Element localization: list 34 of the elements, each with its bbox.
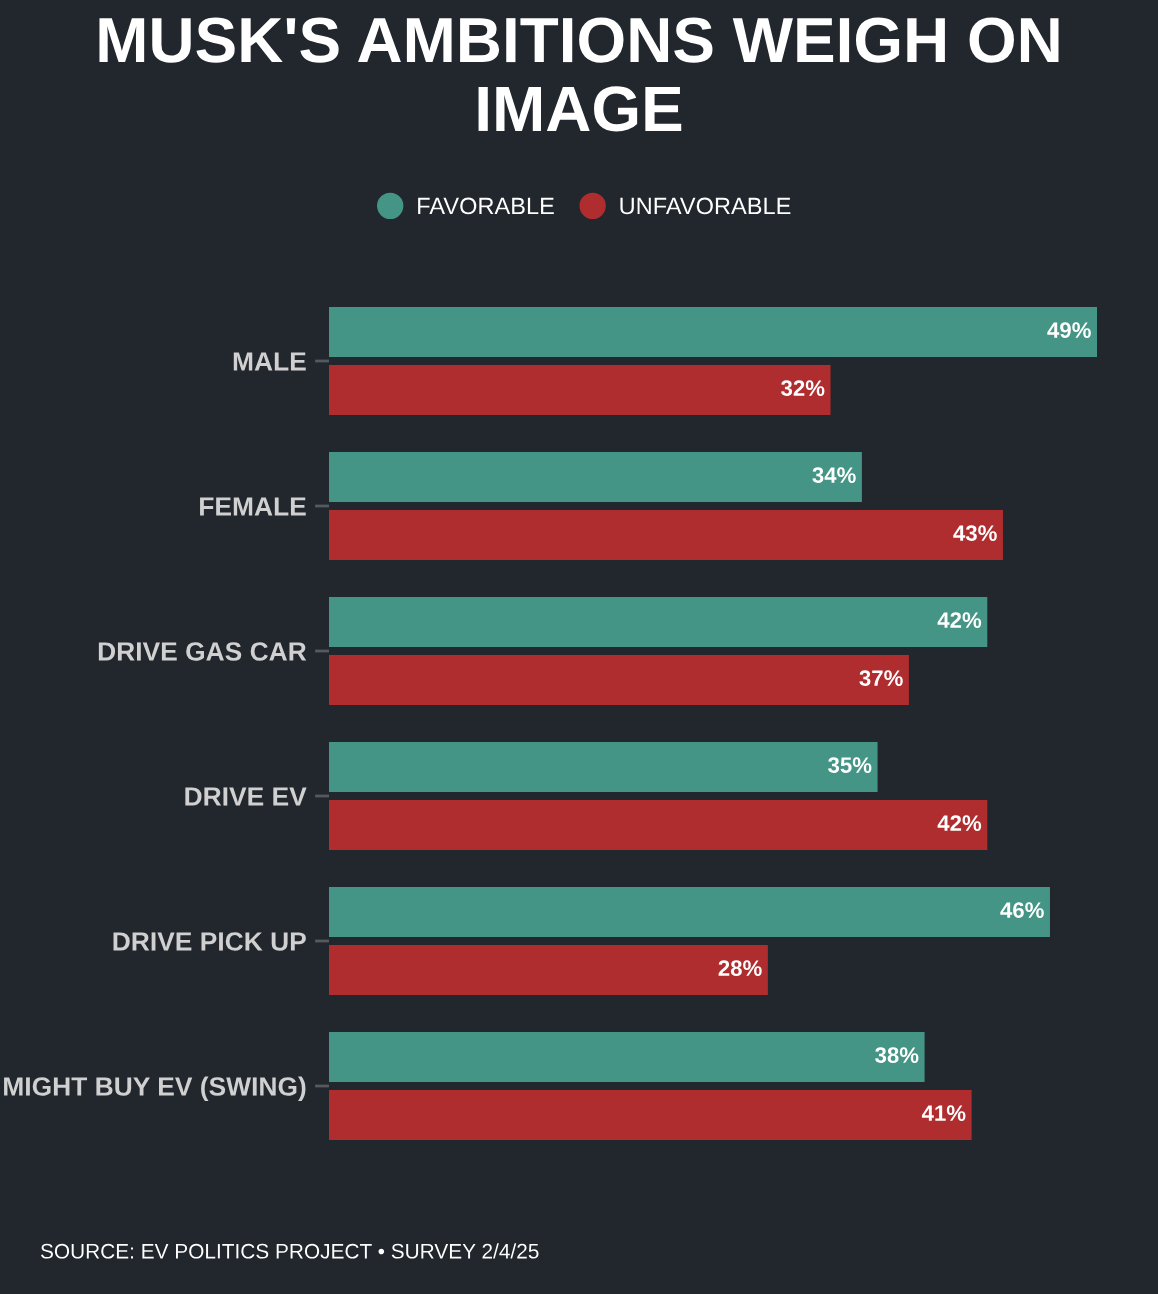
bar	[329, 886, 1050, 938]
source-note: SOURCE: EV POLITICS PROJECT • SURVEY 2/4/25	[40, 1243, 539, 1259]
y-tick-label: MIGHT BUY EV (SWING)	[4, 1076, 306, 1102]
bar	[329, 944, 768, 996]
bar	[329, 509, 1003, 561]
bar	[329, 1031, 925, 1083]
data-label: 28%	[718, 960, 762, 976]
y-tick-label: DRIVE EV	[185, 787, 307, 806]
bar	[329, 654, 909, 706]
data-label: 43%	[953, 525, 997, 541]
chart-title: MUSK'S AMBITIONS WEIGH ON IMAGE	[99, 17, 1059, 132]
bar	[329, 1089, 972, 1141]
bar	[329, 799, 988, 851]
y-tick-label: FEMALE	[200, 497, 306, 516]
bar	[329, 596, 988, 648]
data-label: 49%	[1047, 322, 1091, 338]
legend-label: FAVORABLE	[418, 197, 554, 215]
bar	[329, 451, 862, 503]
data-label: 32%	[781, 380, 825, 396]
data-label: 42%	[937, 815, 982, 831]
y-tick-label: MALE	[233, 352, 306, 371]
data-label: 35%	[828, 757, 872, 773]
bar	[329, 364, 831, 416]
data-label: 42%	[937, 612, 982, 628]
bar	[329, 306, 1097, 358]
data-label: 46%	[1000, 902, 1044, 918]
legend-label: UNFAVORABLE	[620, 197, 791, 215]
data-label: 34%	[812, 467, 856, 483]
data-label: 38%	[875, 1047, 919, 1063]
data-label: 37%	[859, 670, 903, 686]
y-tick-label: DRIVE GAS CAR	[98, 642, 307, 661]
y-tick-label: DRIVE PICK UP	[113, 932, 306, 951]
bar	[329, 741, 878, 793]
data-label: 41%	[921, 1105, 966, 1121]
